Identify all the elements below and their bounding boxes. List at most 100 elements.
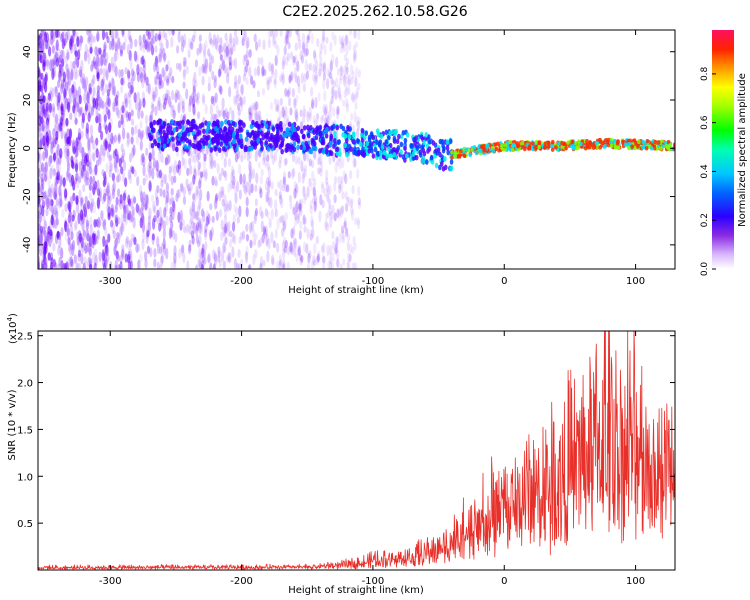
- spectral-cell: [334, 247, 338, 255]
- spectral-cell: [329, 260, 333, 269]
- spectral-cell: [204, 228, 208, 238]
- spectral-cell: [191, 200, 195, 212]
- spectral-cell: [234, 192, 238, 204]
- spectral-cell: [303, 164, 308, 172]
- spectral-cell: [262, 39, 266, 51]
- spectral-cell: [160, 253, 164, 264]
- spectral-cell: [240, 97, 244, 108]
- spectral-cell: [141, 55, 145, 66]
- spectral-cell: [71, 214, 75, 222]
- spectral-cell: [127, 30, 131, 41]
- spectral-cell: [78, 94, 82, 105]
- spectral-cell: [66, 51, 70, 61]
- spectral-cell: [98, 113, 102, 126]
- spectral-cell: [598, 145, 602, 150]
- spectral-cell: [358, 141, 363, 147]
- spectral-cell: [302, 214, 306, 226]
- spectral-cell: [337, 175, 341, 184]
- snr-x-ticks: -300 -200 -100 0 100: [99, 331, 645, 587]
- spectral-cell: [315, 255, 319, 266]
- spectral-cell: [315, 113, 320, 125]
- spectral-cell: [43, 190, 47, 199]
- spectral-cell: [304, 193, 308, 201]
- spectral-cell: [62, 116, 66, 128]
- spectral-cell: [64, 230, 68, 242]
- spectral-cell: [48, 186, 52, 198]
- spectral-cell: [189, 208, 194, 216]
- spectral-cell: [198, 175, 203, 185]
- snr-series-line: [38, 331, 675, 570]
- spectral-cell: [160, 172, 164, 183]
- spectral-cell: [420, 158, 425, 165]
- spectral-cell: [95, 159, 100, 167]
- spectral-cell: [127, 112, 132, 121]
- spectral-cell: [150, 110, 154, 123]
- spectral-cell: [76, 98, 80, 108]
- spectral-cell: [234, 152, 239, 163]
- spectral-cell: [339, 94, 343, 102]
- spectral-cell: [221, 97, 225, 110]
- spectral-cell: [224, 118, 228, 125]
- spectral-cell: [292, 206, 296, 215]
- spectral-cell: [145, 194, 149, 205]
- spectral-cell: [294, 108, 299, 119]
- spectral-cell: [89, 202, 93, 212]
- spectral-cell: [53, 204, 57, 216]
- spectral-cell: [386, 146, 391, 152]
- spectral-cell: [145, 76, 149, 87]
- spectral-cell: [192, 103, 196, 115]
- spectral-cell: [158, 30, 162, 39]
- spectral-cell: [491, 148, 496, 154]
- spectral-cell: [349, 112, 354, 121]
- spectral-cell: [145, 124, 149, 136]
- spectral-cell: [274, 208, 278, 218]
- spectral-cell: [349, 169, 353, 180]
- spectral-cell: [196, 47, 200, 57]
- spectral-cell: [60, 118, 64, 127]
- spectral-cell: [84, 102, 89, 113]
- spectral-cell: [154, 212, 158, 222]
- spectral-cell: [180, 184, 184, 194]
- spectral-cell: [308, 111, 312, 122]
- spectral-cell: [356, 168, 360, 179]
- spectral-cell: [171, 75, 175, 84]
- spectral-cell: [166, 94, 170, 105]
- spectral-cell: [159, 123, 163, 130]
- spectral-cell: [295, 30, 299, 35]
- spectral-cell: [107, 130, 112, 140]
- spectral-cell: [121, 101, 125, 113]
- spectral-cell: [70, 259, 74, 268]
- spectral-cell: [49, 86, 53, 95]
- spectral-cell: [303, 169, 308, 178]
- spectral-cell: [309, 204, 313, 215]
- spectral-cell: [115, 94, 119, 107]
- spectral-cell: [282, 258, 286, 268]
- spectral-cell: [197, 167, 201, 176]
- spectral-cell: [303, 241, 307, 253]
- spectral-cell: [200, 208, 204, 217]
- spectral-cell: [75, 89, 79, 100]
- spectral-cell: [204, 58, 209, 69]
- spectral-cell: [114, 41, 118, 53]
- spectral-cell: [139, 140, 143, 151]
- spectral-cell: [449, 159, 454, 165]
- spectral-cell: [290, 71, 294, 82]
- spectral-cell: [297, 156, 301, 165]
- spectral-cell: [319, 194, 323, 206]
- spectral-cell: [342, 170, 347, 182]
- spectral-cell: [292, 204, 297, 213]
- spectral-cell: [97, 79, 102, 91]
- spectral-cell: [331, 204, 335, 214]
- spectral-cell: [193, 168, 197, 180]
- spectral-cell: [168, 227, 173, 240]
- spectral-cell: [172, 109, 176, 121]
- spectral-cell: [325, 189, 330, 199]
- spectral-cell: [280, 214, 284, 224]
- spectral-cell: [45, 102, 50, 115]
- spectral-cell: [403, 137, 408, 144]
- spectral-cell: [41, 45, 45, 57]
- spectral-cell: [260, 122, 265, 129]
- spectral-cell: [376, 151, 380, 157]
- spectral-cell: [56, 80, 61, 89]
- spectral-cell: [292, 55, 296, 64]
